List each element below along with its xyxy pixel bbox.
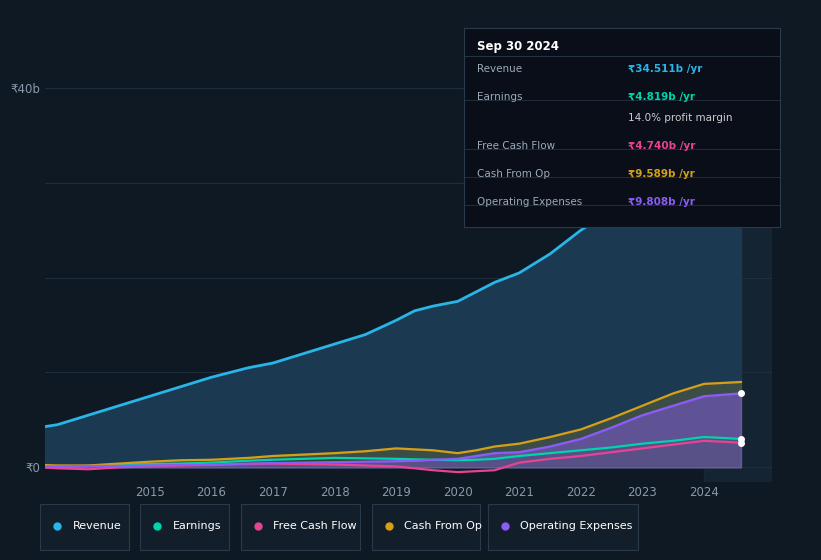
FancyBboxPatch shape bbox=[40, 504, 129, 550]
FancyBboxPatch shape bbox=[372, 504, 480, 550]
Text: Earnings: Earnings bbox=[172, 521, 222, 531]
Text: Revenue: Revenue bbox=[476, 64, 521, 74]
Text: Free Cash Flow: Free Cash Flow bbox=[273, 521, 357, 531]
FancyBboxPatch shape bbox=[488, 504, 638, 550]
Text: ₹4.819b /yr: ₹4.819b /yr bbox=[628, 92, 695, 101]
Text: ₹34.511b /yr: ₹34.511b /yr bbox=[628, 64, 703, 74]
Bar bbox=[704, 78, 772, 482]
Text: Cash From Op: Cash From Op bbox=[476, 169, 549, 179]
Text: Operating Expenses: Operating Expenses bbox=[520, 521, 632, 531]
Text: Cash From Op: Cash From Op bbox=[404, 521, 482, 531]
Text: 14.0% profit margin: 14.0% profit margin bbox=[628, 114, 732, 124]
Text: ₹9.808b /yr: ₹9.808b /yr bbox=[628, 197, 695, 207]
Text: Operating Expenses: Operating Expenses bbox=[476, 197, 582, 207]
FancyBboxPatch shape bbox=[241, 504, 360, 550]
Text: Revenue: Revenue bbox=[72, 521, 122, 531]
Text: Earnings: Earnings bbox=[476, 92, 522, 101]
Text: ₹4.740b /yr: ₹4.740b /yr bbox=[628, 141, 695, 151]
Text: ₹9.589b /yr: ₹9.589b /yr bbox=[628, 169, 695, 179]
Text: Free Cash Flow: Free Cash Flow bbox=[476, 141, 555, 151]
Text: Sep 30 2024: Sep 30 2024 bbox=[476, 40, 558, 53]
FancyBboxPatch shape bbox=[140, 504, 229, 550]
